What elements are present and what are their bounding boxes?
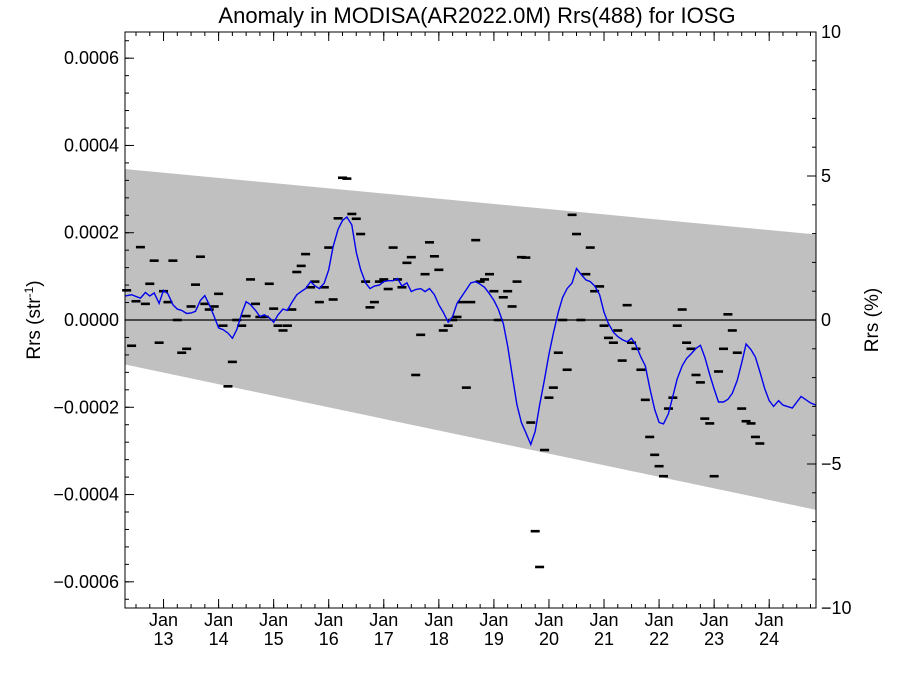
x-tick-month-label: Jan [590, 610, 619, 630]
plot-area: −0.0006 −0.0004 −0.0002 0.0000 0.0002 0.0004 0… [53, 22, 851, 649]
x-tick-year-label: 19 [484, 629, 504, 649]
y-axis-label-left-main: Rrs (str [24, 297, 45, 360]
y-axis-label-left-sup: -1 [22, 286, 36, 297]
x-tick-year-label: 13 [154, 629, 174, 649]
x-tick-month-label: Jan [314, 610, 343, 630]
x-tick-year-label: 14 [209, 629, 229, 649]
y-right-tick-label: −10 [821, 598, 852, 618]
x-tick-year-label: 20 [539, 629, 559, 649]
smoothed-series-line [124, 215, 817, 447]
y-left-tick-label: 0.0004 [64, 135, 119, 155]
x-tick-month-label: Jan [149, 610, 178, 630]
y-left-tick-label: −0.0002 [53, 397, 119, 417]
y-left-tick-label: 0.0000 [64, 310, 119, 330]
y-right-tick-label: 10 [821, 22, 841, 42]
y-right-tick-label: 5 [821, 166, 831, 186]
x-tick-year-label: 21 [594, 629, 614, 649]
y-axis-label-right: Rrs (%) [862, 288, 883, 352]
x-tick-month-label: Jan [424, 610, 453, 630]
x-tick-year-label: 17 [374, 629, 394, 649]
x-tick-year-label: 16 [319, 629, 339, 649]
x-tick-month-label: Jan [645, 610, 674, 630]
y-axis-label-left-close: ) [24, 280, 45, 286]
x-tick-year-label: 23 [704, 629, 724, 649]
x-tick-month-label: Jan [259, 610, 288, 630]
x-tick-month-label: Jan [479, 610, 508, 630]
y-left-tick-label: −0.0006 [53, 572, 119, 592]
chart-title: Anomaly in MODISA(AR2022.0M) Rrs(488) fo… [218, 3, 735, 28]
y-left-tick-label: −0.0004 [53, 485, 119, 505]
x-tick-year-label: 22 [649, 629, 669, 649]
x-tick-year-label: 24 [759, 629, 779, 649]
y-left-tick-label: 0.0002 [64, 223, 119, 243]
x-tick-month-label: Jan [369, 610, 398, 630]
y-right-tick-label: 0 [821, 310, 831, 330]
x-tick-month-label: Jan [204, 610, 233, 630]
x-tick-month-label: Jan [755, 610, 784, 630]
x-tick-year-label: 18 [429, 629, 449, 649]
data-points [122, 176, 765, 569]
x-tick-year-label: 15 [264, 629, 284, 649]
x-tick-month-label: Jan [700, 610, 729, 630]
y-left-tick-label: 0.0006 [64, 48, 119, 68]
x-tick-month-label: Jan [534, 610, 563, 630]
uncertainty-band [125, 169, 816, 510]
y-right-tick-label: −5 [821, 454, 842, 474]
y-axis-label-left: Rrs (str-1) [22, 280, 45, 359]
